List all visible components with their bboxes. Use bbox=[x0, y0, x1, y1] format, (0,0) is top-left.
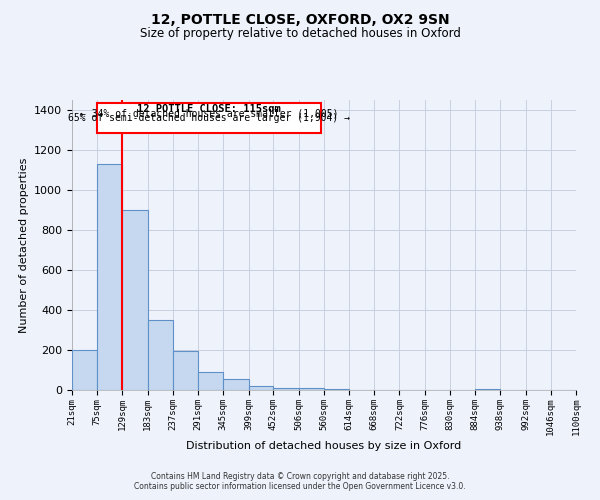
Bar bbox=[198, 372, 223, 390]
Y-axis label: Number of detached properties: Number of detached properties bbox=[19, 158, 29, 332]
Bar bbox=[148, 320, 173, 390]
Bar bbox=[299, 388, 324, 390]
Text: 65% of semi-detached houses are larger (1,904) →: 65% of semi-detached houses are larger (… bbox=[68, 113, 350, 123]
Bar bbox=[248, 386, 274, 390]
Text: 12, POTTLE CLOSE, OXFORD, OX2 9SN: 12, POTTLE CLOSE, OXFORD, OX2 9SN bbox=[151, 12, 449, 26]
Bar bbox=[475, 389, 500, 390]
Bar bbox=[72, 350, 97, 390]
Bar bbox=[173, 351, 198, 390]
Text: Size of property relative to detached houses in Oxford: Size of property relative to detached ho… bbox=[140, 28, 460, 40]
Bar bbox=[97, 164, 122, 390]
Text: Contains HM Land Registry data © Crown copyright and database right 2025.: Contains HM Land Registry data © Crown c… bbox=[151, 472, 449, 481]
Text: 12 POTTLE CLOSE: 115sqm: 12 POTTLE CLOSE: 115sqm bbox=[137, 104, 281, 114]
Bar bbox=[97, 103, 322, 133]
Bar bbox=[223, 379, 248, 390]
Bar bbox=[122, 210, 148, 390]
X-axis label: Distribution of detached houses by size in Oxford: Distribution of detached houses by size … bbox=[187, 441, 461, 451]
Text: ← 34% of detached houses are smaller (1,005): ← 34% of detached houses are smaller (1,… bbox=[80, 108, 338, 118]
Text: Contains public sector information licensed under the Open Government Licence v3: Contains public sector information licen… bbox=[134, 482, 466, 491]
Bar bbox=[324, 389, 349, 390]
Bar bbox=[274, 388, 299, 390]
